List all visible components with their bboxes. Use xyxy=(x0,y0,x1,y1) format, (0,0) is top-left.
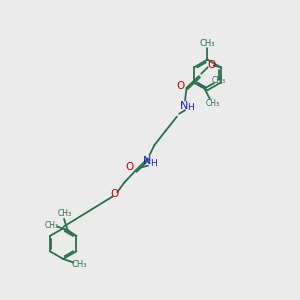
Text: O: O xyxy=(207,60,215,70)
Text: CH₃: CH₃ xyxy=(212,76,226,85)
Text: H: H xyxy=(151,159,157,168)
Text: N: N xyxy=(143,156,152,166)
Text: CH₃: CH₃ xyxy=(44,221,58,230)
Text: CH₃: CH₃ xyxy=(72,260,87,269)
Text: CH₃: CH₃ xyxy=(206,99,220,108)
Text: O: O xyxy=(126,162,134,172)
Text: H: H xyxy=(188,103,194,112)
Text: O: O xyxy=(176,80,184,91)
Text: N: N xyxy=(180,100,189,110)
Text: CH₃: CH₃ xyxy=(58,209,72,218)
Text: O: O xyxy=(111,189,119,199)
Text: CH₃: CH₃ xyxy=(200,39,215,48)
